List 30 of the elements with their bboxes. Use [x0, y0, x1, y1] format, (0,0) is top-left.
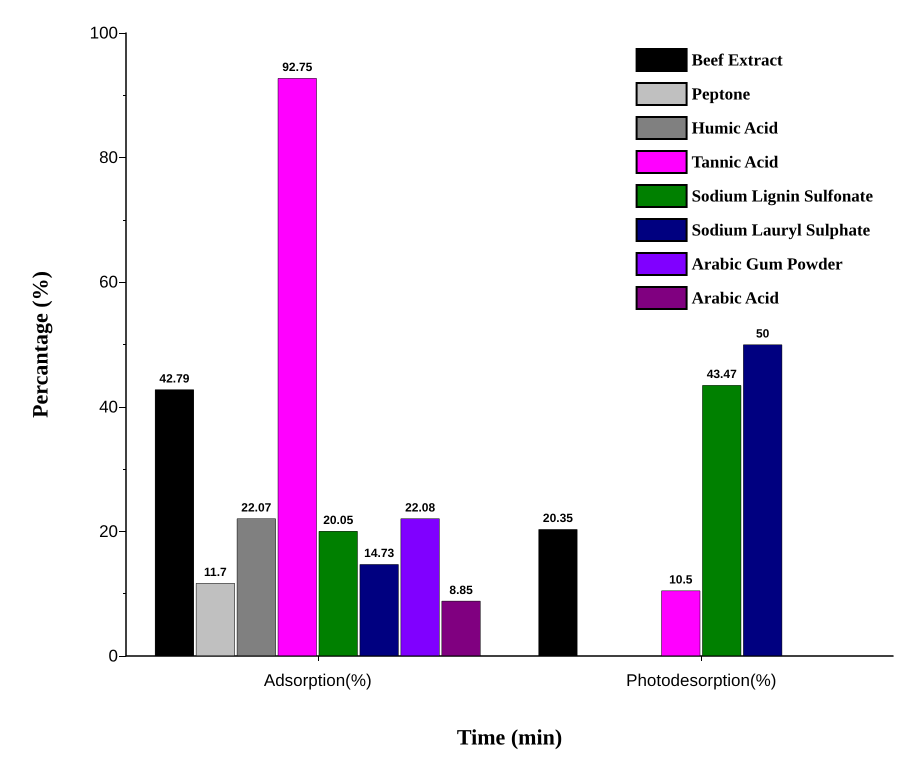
- y-tick-label: 40: [99, 397, 118, 416]
- data-label: 92.75: [282, 60, 313, 74]
- legend-label: Sodium Lignin Sulfonate: [692, 186, 874, 206]
- data-label: 14.73: [364, 546, 395, 560]
- data-label: 22.07: [241, 500, 272, 515]
- legend-label: Beef Extract: [692, 50, 784, 70]
- data-label: 42.79: [159, 371, 190, 386]
- data-label: 10.5: [669, 572, 693, 587]
- data-label: 50: [756, 326, 770, 340]
- legend-label: Tannic Acid: [692, 152, 779, 172]
- legend-label: Arabic Gum Powder: [692, 254, 844, 274]
- y-axis-title: Percantage (%): [28, 271, 52, 418]
- data-label: 11.7: [204, 565, 228, 580]
- x-tick-label: Adsorption(%): [264, 671, 372, 690]
- y-tick-label: 20: [99, 522, 118, 541]
- legend-label: Sodium Lauryl Sulphate: [692, 220, 871, 240]
- legend-label: Arabic Acid: [692, 288, 780, 308]
- data-label: 43.47: [706, 367, 738, 382]
- data-label: 22.08: [405, 500, 436, 514]
- x-tick-label: Photodesorption(%): [626, 671, 776, 690]
- data-label: 20.05: [323, 513, 354, 528]
- data-label: 20.35: [542, 511, 574, 526]
- legend-label: Humic Acid: [692, 118, 779, 138]
- y-tick-label: 60: [99, 272, 118, 292]
- data-label: 8.85: [449, 582, 474, 597]
- y-tick-label: 80: [99, 148, 118, 168]
- y-tick-label: 100: [90, 24, 118, 42]
- legend-label: Peptone: [692, 84, 751, 104]
- y-tick-label: 0: [108, 646, 118, 666]
- x-axis-title: Time (min): [456, 724, 562, 750]
